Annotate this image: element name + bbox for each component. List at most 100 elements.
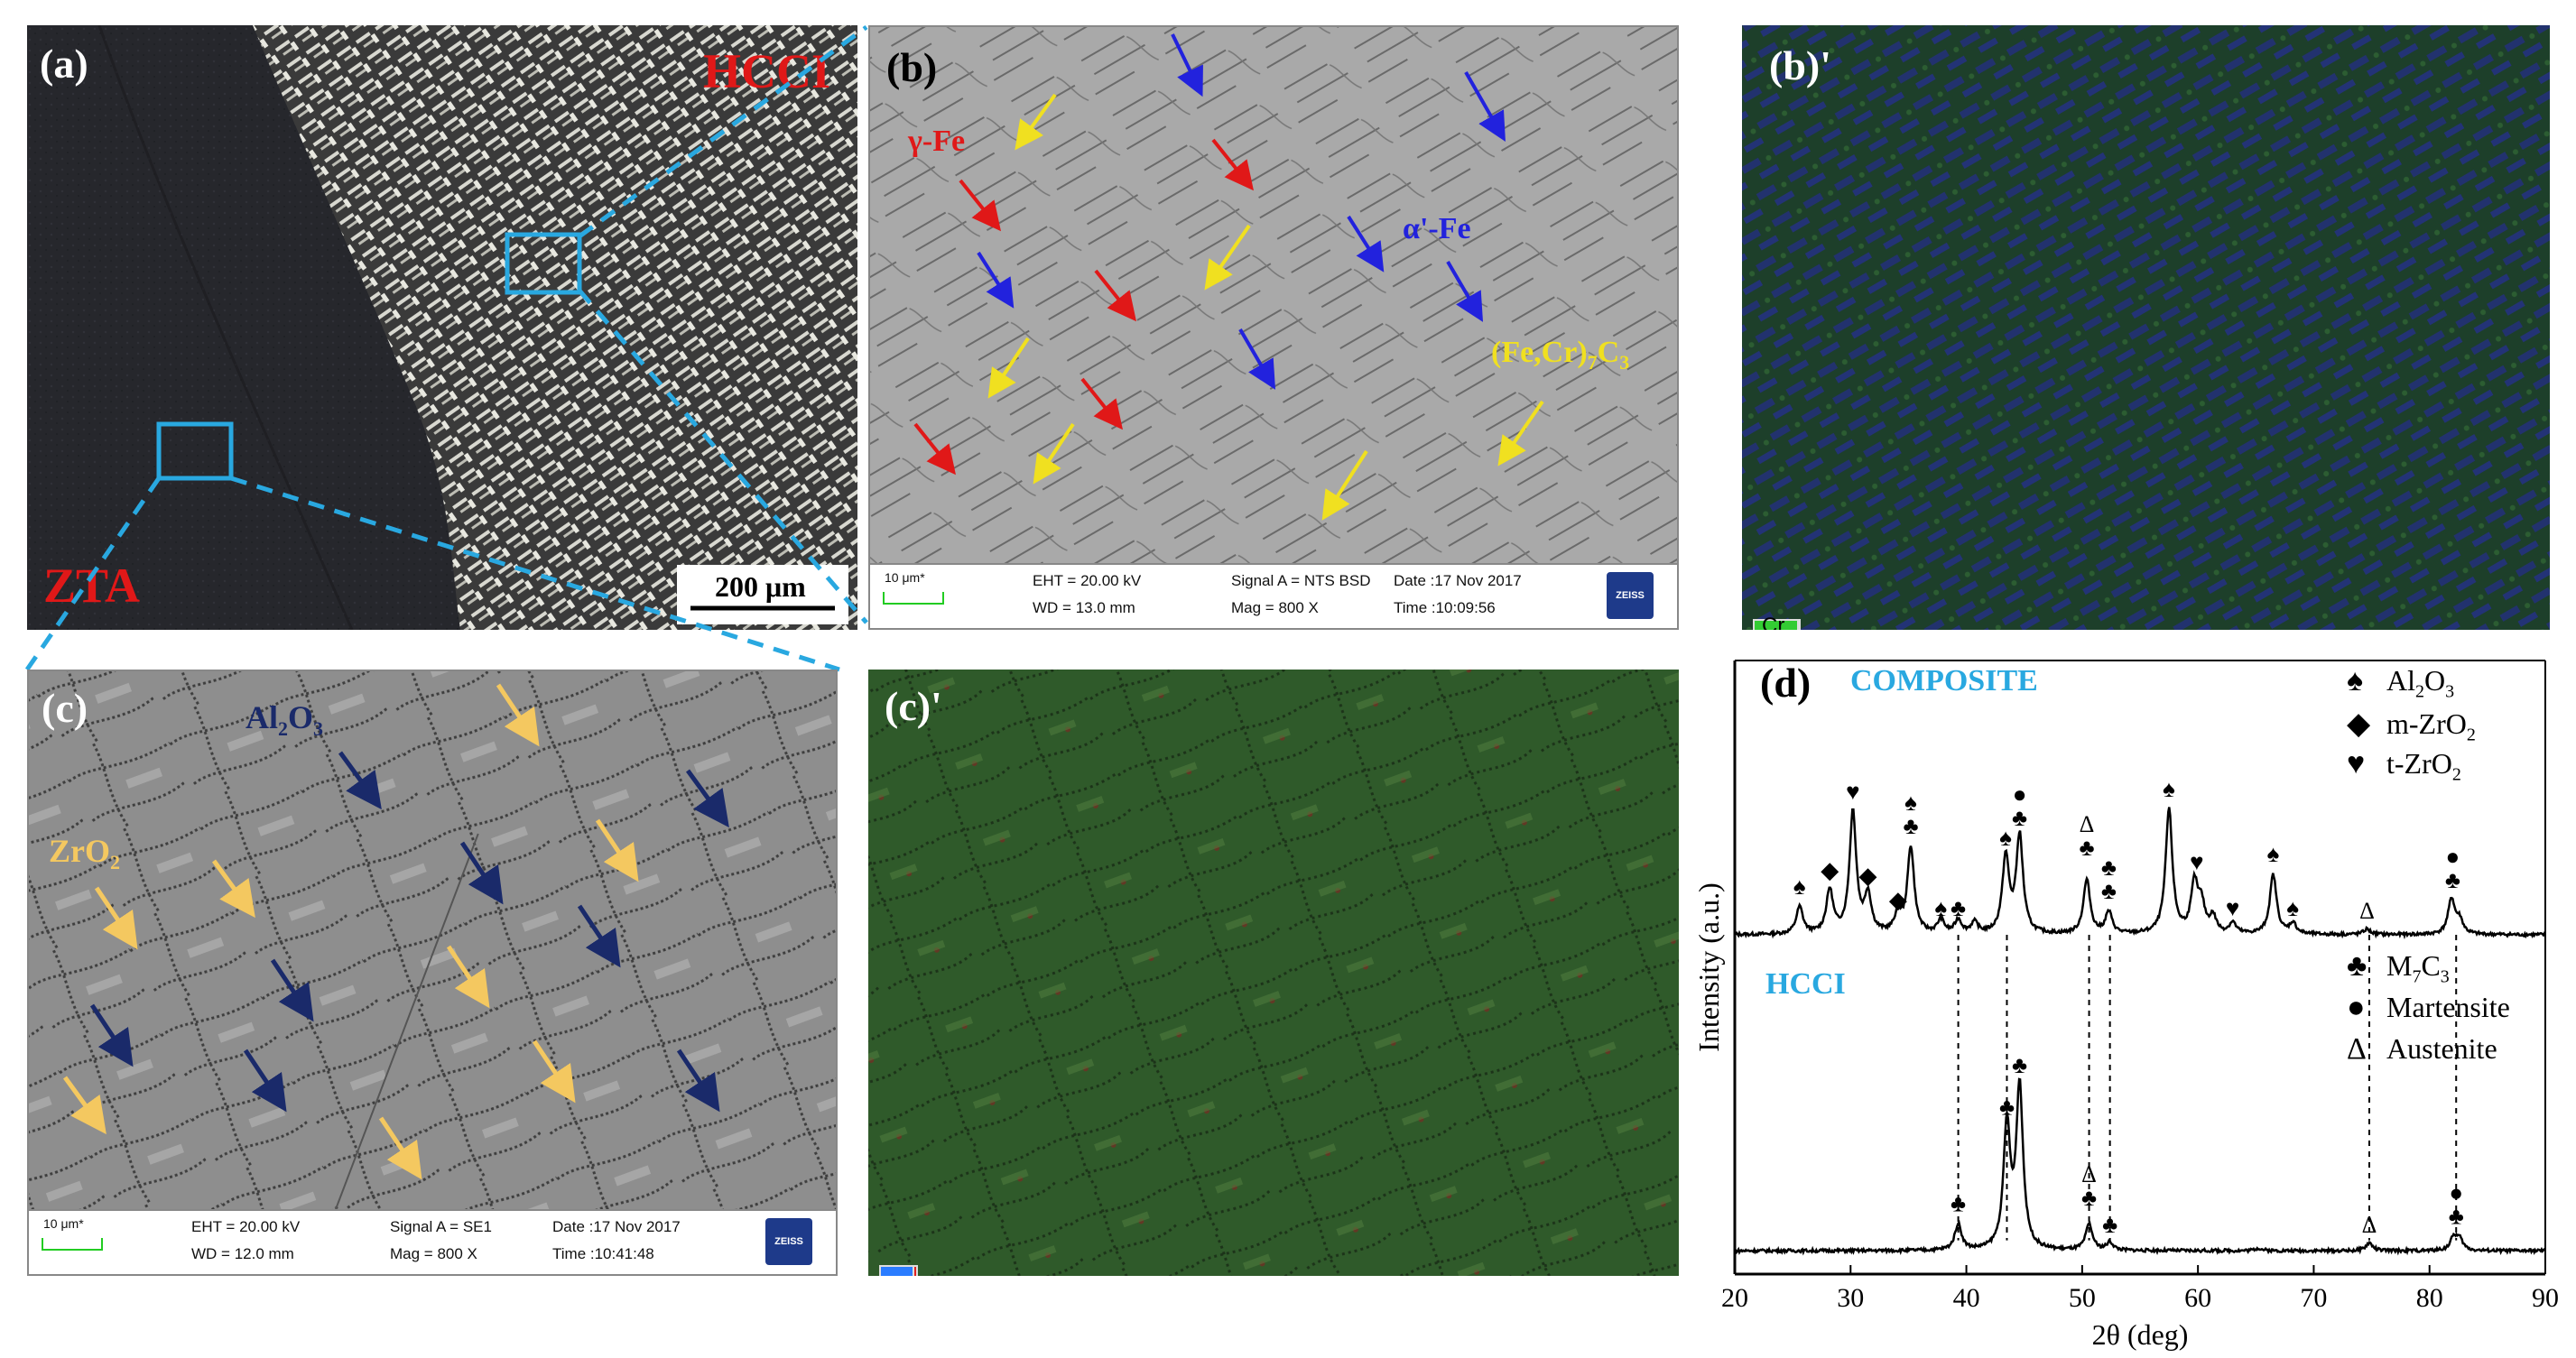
eds-legend-item: Cr, Si [1753, 614, 1799, 630]
panel-cp-eds-map: (c)' AlZrO [868, 670, 1679, 1276]
x-tick-label: 80 [2416, 1283, 2443, 1313]
carbide-text: (Fe,Cr) [1491, 336, 1588, 369]
xrd-chart: 20 30 40 50 60 70 80 90 2θ (deg) Intensity (a.u.)… [1697, 660, 2559, 1351]
peak-marker: ♠ [2267, 841, 2280, 867]
legend-symbol: ♥ [2347, 747, 2366, 781]
signal-text: Signal A = NTS BSD [1231, 572, 1371, 589]
peak-marker: Δ ♣ [2079, 811, 2094, 861]
peak-marker: ● ♣ [2012, 781, 2027, 831]
panel-a-label: (a) [40, 41, 88, 87]
time-text: Time :10:41:48 [552, 1245, 654, 1262]
peak-marker: ♣ ♣ [2101, 855, 2117, 904]
legend-symbol: ♠ [2347, 664, 2364, 697]
zro2-sub-2: 2 [110, 851, 120, 874]
panel-b-sem: (b) γ-Fe α'-Fe (Fe,Cr)7C3 10 μm* EHT = 2… [868, 25, 1679, 630]
legend-symbol: ◆ [2347, 707, 2371, 741]
panel-a-micrograph: (a) HCCI ZTA 200 μm [27, 25, 857, 630]
panel-d-xrd: 20 30 40 50 60 70 80 90 2θ (deg) Intensity (a.u.)… [1697, 642, 2576, 1358]
peak-marker: ◆ [1859, 863, 1877, 889]
x-tick-label: 90 [2532, 1283, 2559, 1313]
peak-marker: ♥ [2226, 895, 2239, 921]
x-tick-label: 20 [1721, 1283, 1748, 1313]
peak-marker: ◆ [1821, 857, 1839, 883]
x-tick-label: 40 [1953, 1283, 1980, 1313]
al2o3-o: O [288, 699, 314, 735]
peak-marker: Δ ♣ [2081, 1161, 2097, 1211]
date-text: Date :17 Nov 2017 [552, 1218, 681, 1235]
panel-c-sem: (c) Al2O3 ZrO2 10 μm* EHT = 20.00 kV WD … [27, 670, 838, 1276]
hcci-series-label: HCCI [1765, 967, 1846, 1001]
eds-legend-item: O [879, 1265, 914, 1276]
peak-marker: ♠ [2286, 895, 2299, 921]
panel-bp-eds-map: (b)' WMnCFeCr, Si [1742, 25, 2550, 630]
peak-marker: Δ [2362, 1212, 2377, 1238]
xrd-legend-item: ♠ Al2O3 [2347, 664, 2455, 702]
x-tick-label: 50 [2069, 1283, 2096, 1313]
scalebar-line [883, 592, 944, 605]
carbide-sub-7: 7 [1587, 350, 1598, 374]
peak-marker: ♥ [2190, 849, 2203, 875]
peak-marker: ♠ [2163, 776, 2175, 802]
time-text: Time :10:09:56 [1394, 599, 1496, 616]
panel-bp-label: (b)' [1769, 42, 1831, 88]
x-tick-label: 60 [2184, 1283, 2211, 1313]
peak-marker: ● ♣ [2449, 1179, 2464, 1229]
scalebar-text: 10 μm* [43, 1216, 84, 1231]
zro2-label: ZrO2 [49, 832, 120, 874]
scale-bar-label: 200 μm [715, 570, 806, 603]
eds-map-c [868, 670, 1679, 1276]
panel-b-label: (b) [886, 44, 938, 90]
composite-series-label: COMPOSITE [1850, 664, 2038, 697]
xrd-series-line [1734, 1077, 2546, 1256]
wd-text: WD = 12.0 mm [191, 1245, 294, 1262]
xrd-legend-item: ♥ t-ZrO2 [2347, 747, 2461, 785]
phase-arrows [913, 33, 1544, 521]
peak-marker: ♠ [1999, 825, 2012, 851]
zta-label: ZTA [43, 559, 141, 613]
peak-marker: ♠ [1934, 895, 1947, 921]
hcci-label: HCCI [702, 44, 830, 98]
legend-symbol: Δ [2347, 1032, 2367, 1066]
xrd-legend-item: ● Martensite [2347, 991, 2510, 1024]
al2o3-sub-3: 3 [313, 717, 324, 741]
gamma-fe-label: γ-Fe [908, 125, 966, 158]
peak-marker: ♥ [1846, 779, 1859, 805]
x-tick-label: 70 [2300, 1283, 2327, 1313]
peak-marker: ● ♣ [2445, 844, 2460, 893]
al2o3-sub-2: 2 [278, 717, 288, 741]
eht-text: EHT = 20.00 kV [1033, 572, 1142, 589]
peak-marker: Δ [2359, 898, 2375, 924]
sem-databar-b: 10 μm* EHT = 20.00 kV WD = 13.0 mm Signa… [870, 563, 1677, 628]
scalebar-line [42, 1238, 103, 1251]
alpha-fe-label: α'-Fe [1403, 212, 1471, 245]
scalebar-text: 10 μm* [885, 570, 925, 585]
peak-marker: ♣ [2012, 1052, 2027, 1078]
eht-text: EHT = 20.00 kV [191, 1218, 301, 1235]
panel-c-label: (c) [42, 685, 88, 731]
date-text: Date :17 Nov 2017 [1394, 572, 1522, 589]
legend-symbol: ♣ [2347, 949, 2368, 983]
al2o3-label: Al2O3 [246, 698, 323, 741]
x-axis-label: 2θ (deg) [2092, 1318, 2189, 1351]
xrd-legend-bottom: ♣ M7C3 ● Martensite Δ Austenite [2347, 949, 2510, 1074]
peak-marker: ♠ ♣ [1903, 790, 1918, 839]
carbide-c: C [1597, 336, 1620, 369]
zro2-text: ZrO [49, 833, 110, 869]
x-tick-label: 30 [1837, 1283, 1864, 1313]
carbide-sub-3: 3 [1619, 350, 1630, 374]
peak-marker: ◆ [1889, 887, 1907, 913]
xrd-legend-item: Δ Austenite [2347, 1032, 2497, 1066]
mag-text: Mag = 800 X [390, 1245, 477, 1262]
zeiss-logo: ZEISS [765, 1218, 812, 1265]
peak-marker: ♠ [1793, 873, 1806, 900]
y-axis-label: Intensity (a.u.) [1697, 882, 1725, 1052]
eds-map-b [1742, 25, 2550, 630]
xrd-legend-item: ♣ M7C3 [2347, 949, 2450, 987]
sem-databar-c: 10 μm* EHT = 20.00 kV WD = 12.0 mm Signa… [29, 1209, 836, 1274]
peak-marker: ♣ [1951, 1191, 1966, 1217]
signal-text: Signal A = SE1 [390, 1218, 492, 1235]
peak-marker: ♣ [2102, 1212, 2117, 1238]
mag-text: Mag = 800 X [1231, 599, 1319, 616]
xrd-series-line [1734, 807, 2547, 940]
phase-arrows-c [62, 683, 729, 1180]
